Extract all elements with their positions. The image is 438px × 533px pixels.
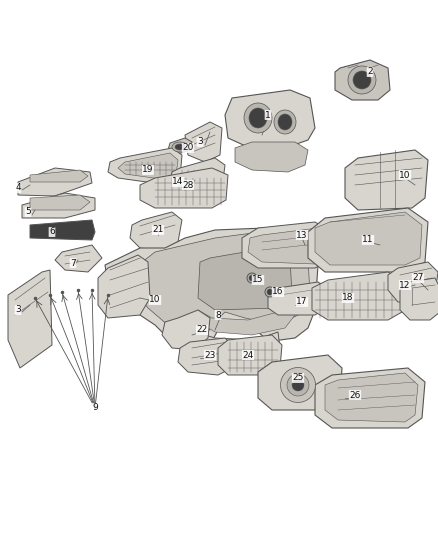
Text: 13: 13 [296,230,308,239]
Ellipse shape [247,273,257,283]
Polygon shape [30,170,88,182]
Ellipse shape [287,374,309,396]
Polygon shape [268,282,328,315]
Text: 11: 11 [362,236,374,245]
Text: 3: 3 [197,138,203,147]
Text: 5: 5 [25,207,31,216]
Ellipse shape [274,110,296,134]
Ellipse shape [267,289,273,295]
Ellipse shape [278,114,292,130]
Polygon shape [132,232,310,340]
Ellipse shape [353,71,371,89]
Text: 9: 9 [92,403,98,413]
Text: 3: 3 [15,305,21,314]
Text: 28: 28 [182,181,194,190]
Polygon shape [22,193,95,218]
Polygon shape [162,310,210,350]
Polygon shape [235,142,308,172]
Ellipse shape [292,379,304,391]
Polygon shape [218,335,282,375]
Text: 10: 10 [399,171,411,180]
Polygon shape [248,228,328,264]
Polygon shape [105,228,318,350]
Ellipse shape [172,142,188,152]
Text: 1: 1 [265,110,271,119]
Text: 25: 25 [292,374,304,383]
Polygon shape [30,220,95,240]
Text: 20: 20 [182,143,194,152]
Ellipse shape [249,108,267,128]
Polygon shape [130,212,182,252]
Polygon shape [198,302,295,335]
Polygon shape [140,168,228,208]
Text: 14: 14 [172,177,184,187]
Text: 12: 12 [399,280,411,289]
Polygon shape [225,90,315,148]
Polygon shape [335,60,390,100]
Polygon shape [185,122,222,162]
Text: 22: 22 [196,326,208,335]
Ellipse shape [265,287,275,297]
Text: 24: 24 [242,351,254,359]
Polygon shape [325,373,418,422]
Polygon shape [258,355,342,410]
Text: 6: 6 [49,228,55,237]
Polygon shape [198,248,292,310]
Ellipse shape [175,144,185,150]
Ellipse shape [348,66,376,94]
Polygon shape [118,153,178,180]
Ellipse shape [280,367,315,402]
Polygon shape [168,138,192,155]
Polygon shape [30,195,90,210]
Text: 4: 4 [15,183,21,192]
Text: 2: 2 [367,68,373,77]
Text: 27: 27 [412,273,424,282]
Polygon shape [55,245,102,272]
Ellipse shape [249,275,255,281]
Polygon shape [312,272,405,320]
Text: 8: 8 [215,311,221,319]
Polygon shape [8,270,52,368]
Polygon shape [400,278,438,320]
Text: 18: 18 [342,294,354,303]
Polygon shape [315,368,425,428]
Ellipse shape [244,103,272,133]
Polygon shape [108,148,182,185]
Polygon shape [315,212,422,265]
Text: 26: 26 [350,391,360,400]
Text: 23: 23 [204,351,215,359]
Text: 21: 21 [152,225,164,235]
Text: 17: 17 [296,297,308,306]
Text: 15: 15 [252,276,264,285]
Polygon shape [98,255,150,318]
Polygon shape [178,338,235,375]
Text: 16: 16 [272,287,284,296]
Polygon shape [242,222,332,268]
Polygon shape [345,150,428,210]
Polygon shape [18,168,92,196]
Polygon shape [185,330,280,362]
Polygon shape [308,208,428,272]
Text: 7: 7 [70,259,76,268]
Polygon shape [170,158,225,195]
Text: 10: 10 [149,295,161,304]
Polygon shape [388,262,438,302]
Text: 19: 19 [142,166,154,174]
